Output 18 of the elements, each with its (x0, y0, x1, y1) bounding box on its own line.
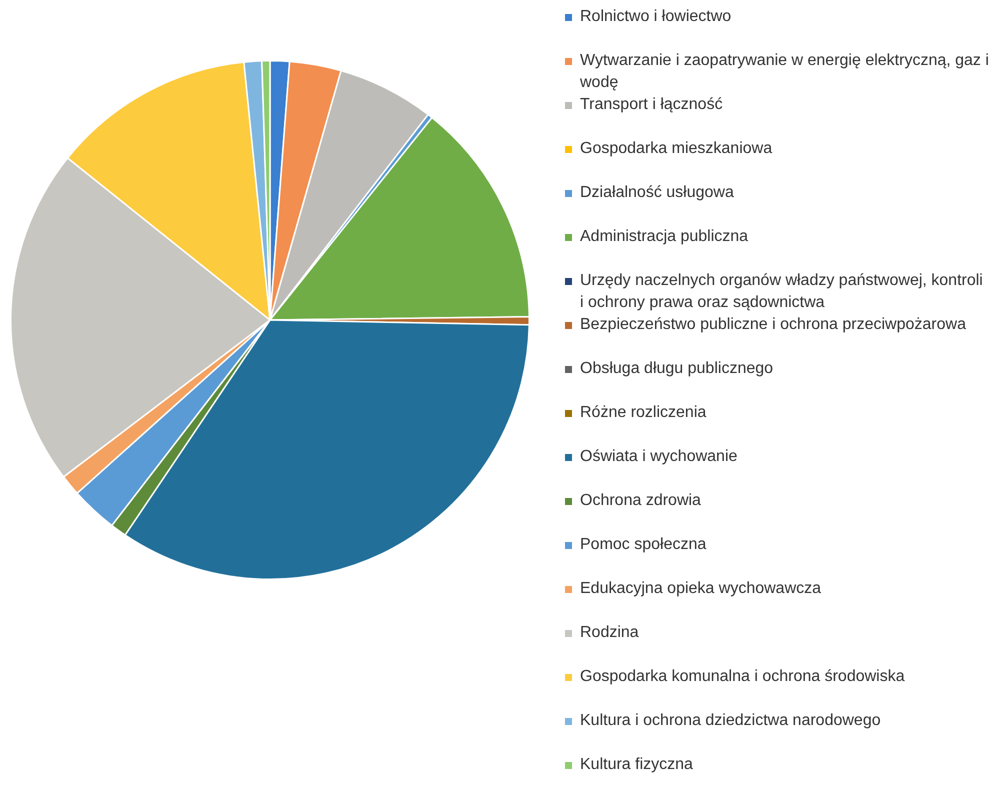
legend-label: Kultura fizyczna (580, 755, 693, 775)
legend-label: Ochrona zdrowia (580, 491, 701, 511)
legend-label: Oświata i wychowanie (580, 447, 738, 467)
legend-label: Kultura i ochrona dziedzictwa narodowego (580, 711, 881, 731)
legend-label: Transport i łączność (580, 95, 723, 115)
legend-label: Edukacyjna opieka wychowawcza (580, 579, 822, 599)
legend-label: Rodzina (580, 623, 639, 643)
legend-label: Obsługa długu publicznego (580, 359, 774, 379)
legend-label: Rolnictwo i łowiectwo (580, 7, 732, 27)
legend-label: Wytwarzanie i zaopatrywanie w energię elektryczną, gaz i wodę (580, 51, 990, 93)
legend-label: Urzędy naczelnych organów władzy państwowej, kontroli i ochrony prawa oraz sądownictwa (580, 271, 984, 313)
legend-label: Działalność usługowa (580, 183, 734, 203)
legend-label: Administracja publiczna (580, 227, 748, 247)
legend-label: Gospodarka komunalna i ochrona środowiska (580, 667, 905, 687)
legend-label: Bezpieczeństwo publiczne i ochrona przeciwpożarowa (580, 315, 966, 335)
legend-label: Pomoc społeczna (580, 535, 706, 555)
legend-label: Gospodarka mieszkaniowa (580, 139, 772, 159)
legend-label: Różne rozliczenia (580, 403, 706, 423)
